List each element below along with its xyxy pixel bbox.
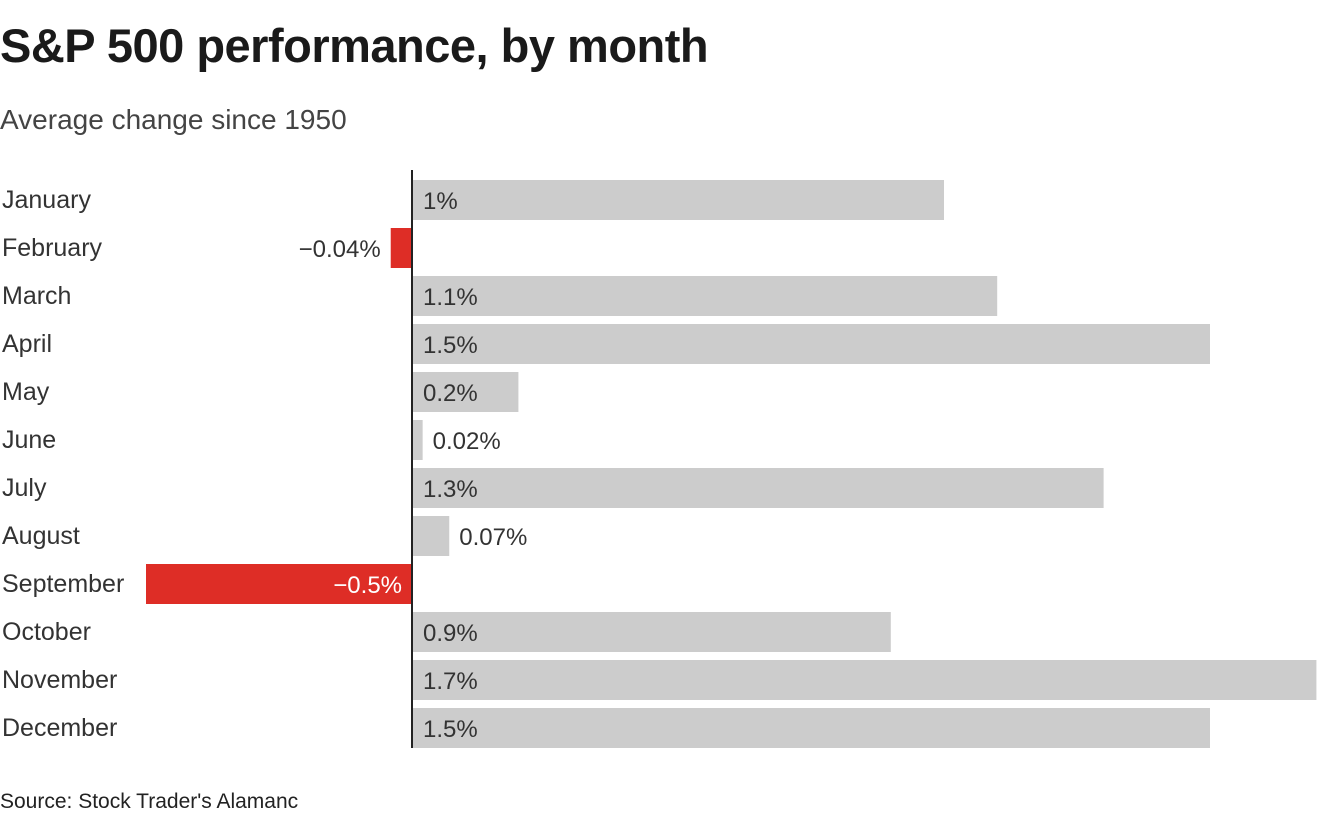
chart-subtitle: Average change since 1950 xyxy=(0,104,347,135)
value-label-july: 1.3% xyxy=(423,476,478,503)
value-label-october: 0.9% xyxy=(423,620,478,647)
bar-november xyxy=(412,660,1317,700)
value-label-september: −0.5% xyxy=(333,572,402,599)
bar-july xyxy=(412,468,1104,508)
category-label-october: October xyxy=(2,618,91,646)
category-label-january: January xyxy=(2,186,91,214)
bar-june xyxy=(412,420,423,460)
bar-october xyxy=(412,612,891,652)
category-label-april: April xyxy=(2,330,52,358)
bar-december xyxy=(412,708,1210,748)
bar-march xyxy=(412,276,998,316)
bar-february xyxy=(390,228,412,268)
value-label-june: 0.02% xyxy=(433,428,501,455)
bar-august xyxy=(412,516,450,556)
category-label-july: July xyxy=(2,474,47,502)
value-label-february: −0.04% xyxy=(299,236,381,263)
category-label-february: February xyxy=(2,234,103,262)
bar-chart: January 1% February −0.04% March 1.1% April 1.5… xyxy=(2,170,1317,748)
value-label-may: 0.2% xyxy=(423,380,478,407)
source-note: Source: Stock Trader's Alamanc xyxy=(0,790,299,813)
chart-title: S&P 500 performance, by month xyxy=(0,19,709,72)
bar-april xyxy=(412,324,1210,364)
category-label-november: November xyxy=(2,666,117,694)
value-label-april: 1.5% xyxy=(423,332,478,359)
value-label-december: 1.5% xyxy=(423,716,478,743)
category-label-may: May xyxy=(2,378,50,406)
category-label-august: August xyxy=(2,522,80,550)
category-label-june: June xyxy=(2,426,56,454)
bar-january xyxy=(412,180,944,220)
category-label-march: March xyxy=(2,282,71,310)
value-label-august: 0.07% xyxy=(459,524,527,551)
category-label-december: December xyxy=(2,714,117,742)
category-label-september: September xyxy=(2,570,124,598)
bar-september xyxy=(146,564,412,604)
value-label-november: 1.7% xyxy=(423,668,478,695)
bar-may xyxy=(412,372,519,412)
value-label-january: 1% xyxy=(423,188,458,215)
value-label-march: 1.1% xyxy=(423,284,478,311)
